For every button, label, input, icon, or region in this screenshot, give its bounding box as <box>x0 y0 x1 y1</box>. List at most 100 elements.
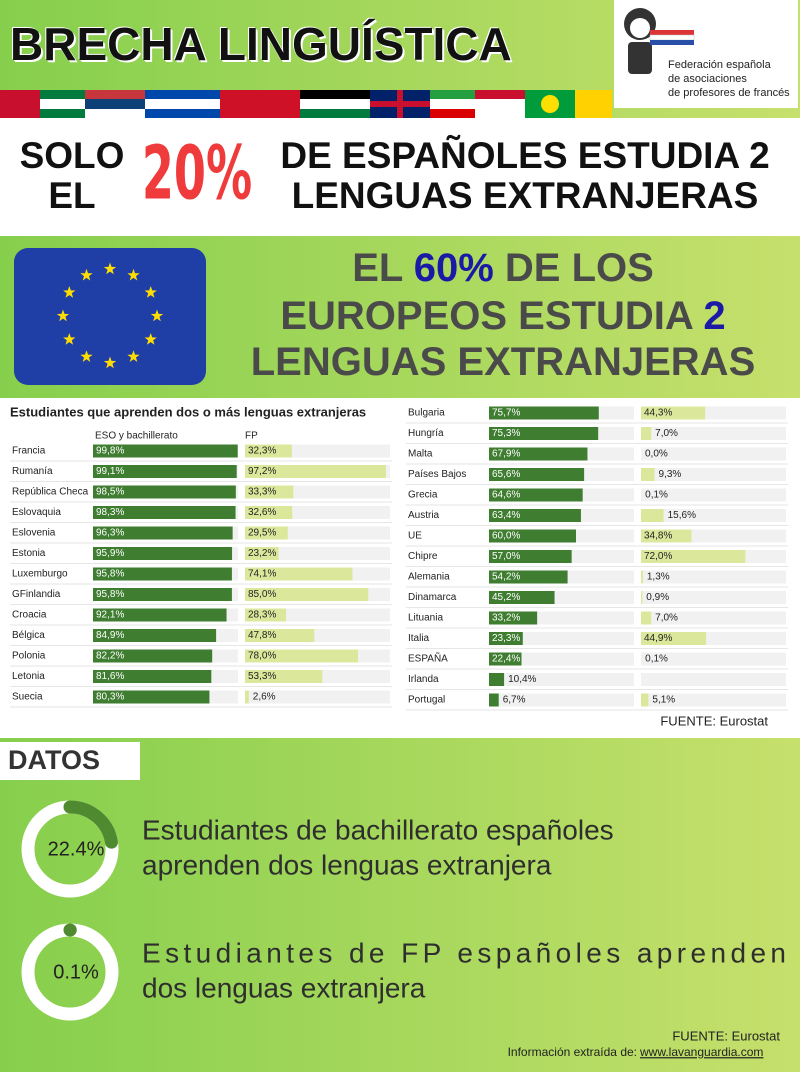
bar <box>245 526 288 540</box>
category-label: Chipre <box>408 551 438 562</box>
value-label: 80,3% <box>96 692 124 703</box>
value-label: 1,3% <box>647 572 670 583</box>
eu-stars <box>56 262 164 369</box>
bar <box>245 485 294 499</box>
bar-track <box>641 468 786 481</box>
value-label: 97,2% <box>248 466 276 477</box>
value-label: 0,9% <box>646 592 669 603</box>
value-label: 28,3% <box>248 610 276 621</box>
eu-text: EL <box>352 246 403 290</box>
value-label: 33,2% <box>492 613 520 624</box>
value-label: 92,1% <box>96 610 124 621</box>
title: BRECHA LINGUÍSTICA <box>10 18 512 70</box>
bar <box>489 447 588 461</box>
bar-track <box>641 427 786 440</box>
value-label: 98,3% <box>96 507 124 518</box>
value-label: 74,1% <box>248 569 276 580</box>
value-label: 64,6% <box>492 490 520 501</box>
category-label: Polonia <box>12 651 46 662</box>
eu-star <box>63 286 76 298</box>
value-label: 7,0% <box>655 428 678 439</box>
value-label: 67,9% <box>492 449 520 460</box>
value-label: 7,0% <box>655 613 678 624</box>
category-label: Irlanda <box>408 674 439 685</box>
value-label: 63,4% <box>492 510 520 521</box>
category-label: Grecia <box>408 490 438 501</box>
category-label: Croacia <box>12 610 47 621</box>
value-label: 72,0% <box>644 551 672 562</box>
org-line: de asociaciones <box>668 73 747 85</box>
footer-link[interactable]: www.lavanguardia.com <box>639 1045 763 1059</box>
value-label: 99,1% <box>96 466 124 477</box>
category-label: ESPAÑA <box>408 652 448 665</box>
category-label: Estonia <box>12 548 46 559</box>
bar-track <box>641 509 786 522</box>
bar-track <box>641 570 786 584</box>
org-line: Federación española <box>668 59 772 71</box>
category-label: Países Bajos <box>408 469 466 480</box>
value-label: 0,1% <box>645 490 668 501</box>
org-line: de profesores de francés <box>668 87 790 99</box>
bar <box>245 629 315 642</box>
value-label: 95,8% <box>96 589 124 600</box>
value-label: 95,8% <box>96 569 124 580</box>
chart-title: Estudiantes que aprenden dos o más lengu… <box>10 404 366 419</box>
eu-star <box>80 268 93 281</box>
eu-text: EUROPEOS ESTUDIA <box>280 294 693 338</box>
value-label: 54,2% <box>492 572 520 583</box>
statement: Estudiantes de FP españoles aprenden <box>142 937 786 968</box>
bar <box>93 465 237 478</box>
value-label: 81,6% <box>96 671 124 682</box>
bar <box>93 588 232 601</box>
bar <box>489 570 568 584</box>
bar <box>641 632 707 645</box>
legend-label: ESO y bachillerato <box>95 431 178 442</box>
category-label: Eslovenia <box>12 528 56 539</box>
category-label: GFinlandia <box>12 589 61 600</box>
datos-bg <box>0 738 800 1072</box>
bar <box>489 632 523 645</box>
value-label: 6,7% <box>503 695 526 706</box>
value-label: 5,1% <box>652 695 675 706</box>
bar-track <box>489 693 634 707</box>
eu-text: DE LOS <box>505 246 654 290</box>
value-label: 95,9% <box>96 548 124 559</box>
bar-track <box>641 488 786 502</box>
bar <box>489 611 538 625</box>
bar <box>489 509 581 522</box>
bar-track <box>245 547 390 560</box>
category-label: Lituania <box>408 613 443 624</box>
value-label: 2,6% <box>253 692 276 703</box>
bar <box>93 506 236 519</box>
bar <box>245 690 249 704</box>
value-label: 10,4% <box>508 674 536 685</box>
eu-star <box>127 350 140 362</box>
eu-highlight: 60% <box>414 246 494 290</box>
bar <box>93 485 236 499</box>
eu-star <box>150 309 164 322</box>
value-label: 0,0% <box>645 449 668 460</box>
bar <box>489 406 599 420</box>
category-label: Austria <box>408 510 440 521</box>
eu-text: LENGUAS EXTRANJERAS <box>251 340 756 384</box>
datos-tab <box>0 742 140 780</box>
bar <box>93 444 238 458</box>
value-label: 57,0% <box>492 551 520 562</box>
bar <box>245 588 369 601</box>
bar-track <box>641 652 786 666</box>
bar <box>245 608 287 622</box>
value-label: 33,3% <box>248 487 276 498</box>
bar <box>489 652 522 666</box>
bar <box>489 591 555 604</box>
bar <box>93 567 232 581</box>
bar <box>93 608 227 622</box>
value-label: 78,0% <box>248 651 276 662</box>
value-label: 23,3% <box>492 633 520 644</box>
bar-track <box>489 652 634 666</box>
bar <box>489 673 505 686</box>
bar <box>641 570 643 584</box>
bar <box>245 567 353 581</box>
donut-label: 0.1% <box>53 961 99 983</box>
bar <box>93 526 233 540</box>
